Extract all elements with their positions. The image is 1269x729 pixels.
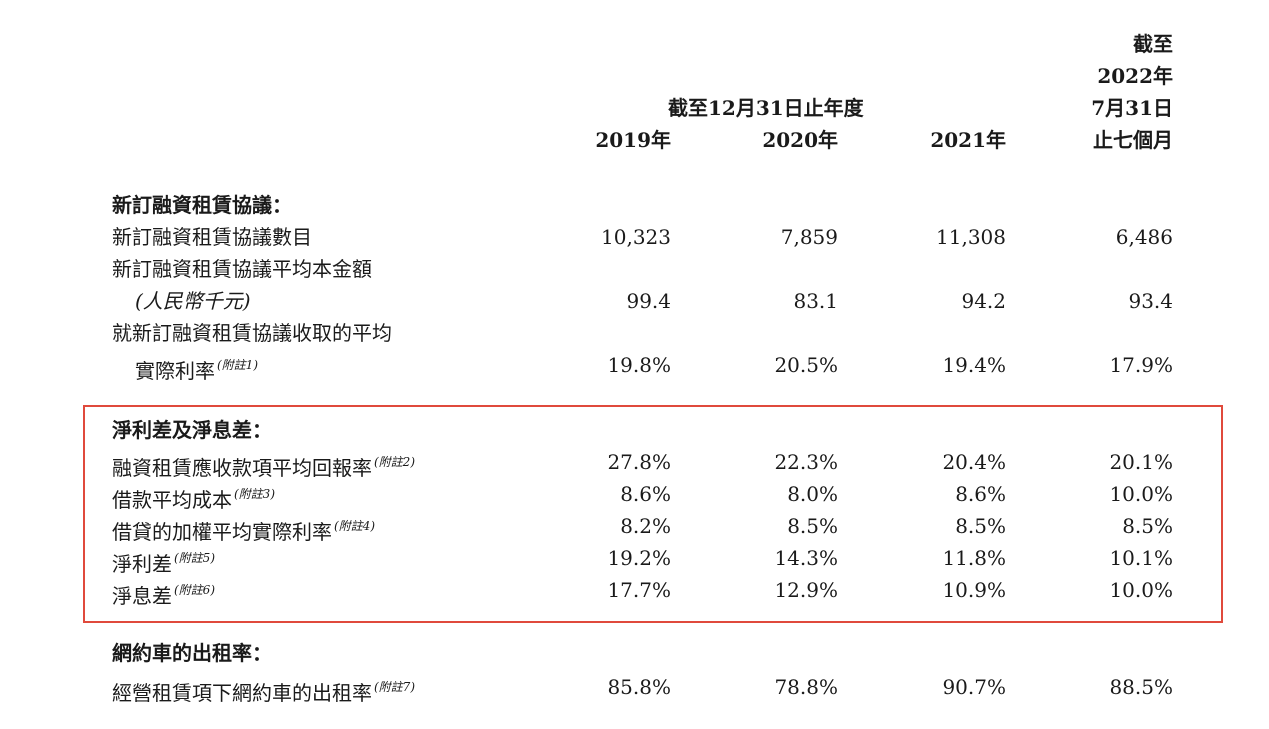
cell-2022: 8.5% xyxy=(1122,514,1173,538)
footnote-ref: (附註4) xyxy=(334,519,375,533)
row-label-text: 經營租賃項下網約車的出租率 xyxy=(112,681,372,705)
section-title-occupancy: 網約車的出租率： xyxy=(112,641,272,665)
section-title-margins: 淨利差及淨息差： xyxy=(112,418,272,442)
header-group-label: 截至12月31日止年度 xyxy=(668,96,864,120)
cell-2021: 19.4% xyxy=(942,353,1006,377)
footnote-ref: (附註6) xyxy=(174,583,215,597)
cell-2020: 8.0% xyxy=(787,482,838,506)
row-label: 新訂融資租賃協議數目 xyxy=(112,225,312,249)
row-label: 借款平均成本 (附註3) xyxy=(112,482,275,512)
cell-2019: 85.8% xyxy=(607,675,671,699)
header-last-col-line-2: 2022年 xyxy=(1097,64,1173,88)
header-last-col-line-1: 截至 xyxy=(1133,32,1173,56)
cell-2022: 10.0% xyxy=(1109,578,1173,602)
cell-2022: 6,486 xyxy=(1115,225,1173,249)
cell-2022: 88.5% xyxy=(1109,675,1173,699)
row-label-text: 實際利率 xyxy=(135,359,215,383)
cell-2020: 8.5% xyxy=(787,514,838,538)
highlight-box xyxy=(83,405,1223,623)
cell-2019: 10,323 xyxy=(601,225,671,249)
cell-2022: 10.0% xyxy=(1109,482,1173,506)
cell-2021: 11.8% xyxy=(942,546,1006,570)
footnote-ref: (附註7) xyxy=(374,680,415,694)
cell-2019: 99.4 xyxy=(626,289,671,313)
header-year-2021: 2021年 xyxy=(930,128,1006,152)
cell-2020: 78.8% xyxy=(774,675,838,699)
row-label-text: 融資租賃應收款項平均回報率 xyxy=(112,456,372,480)
cell-2020: 22.3% xyxy=(774,450,838,474)
row-label-cont: 實際利率 (附註1) xyxy=(135,353,258,383)
header-last-col-line-3: 7月31日 xyxy=(1091,96,1173,120)
cell-2021: 8.5% xyxy=(955,514,1006,538)
row-label: 淨利差 (附註5) xyxy=(112,546,215,576)
cell-2020: 83.1 xyxy=(793,289,838,313)
footnote-ref: (附註3) xyxy=(234,487,275,501)
cell-2019: 8.2% xyxy=(620,514,671,538)
header-year-2019: 2019年 xyxy=(595,128,671,152)
cell-2019: 27.8% xyxy=(607,450,671,474)
cell-2020: 12.9% xyxy=(774,578,838,602)
row-label-text: 淨息差 xyxy=(112,584,172,608)
cell-2022: 10.1% xyxy=(1109,546,1173,570)
cell-2021: 10.9% xyxy=(942,578,1006,602)
footnote-ref: (附註5) xyxy=(174,551,215,565)
row-label-text: 借款平均成本 xyxy=(112,488,232,512)
cell-2019: 19.2% xyxy=(607,546,671,570)
cell-2021: 90.7% xyxy=(942,675,1006,699)
cell-2019: 8.6% xyxy=(620,482,671,506)
row-label: 就新訂融資租賃協議收取的平均 xyxy=(112,321,392,345)
row-label-text: 淨利差 xyxy=(112,552,172,576)
cell-2022: 17.9% xyxy=(1109,353,1173,377)
header-year-2020: 2020年 xyxy=(762,128,838,152)
cell-2020: 7,859 xyxy=(780,225,838,249)
cell-2019: 17.7% xyxy=(607,578,671,602)
row-label: 淨息差 (附註6) xyxy=(112,578,215,608)
cell-2021: 94.2 xyxy=(961,289,1006,313)
row-label-text: 借貸的加權平均實際利率 xyxy=(112,520,332,544)
cell-2022: 93.4 xyxy=(1128,289,1173,313)
row-label: 借貸的加權平均實際利率 (附註4) xyxy=(112,514,375,544)
cell-2019: 19.8% xyxy=(607,353,671,377)
header-last-col-line-4: 止七個月 xyxy=(1093,128,1173,152)
footnote-ref: (附註1) xyxy=(217,358,258,372)
cell-2020: 20.5% xyxy=(774,353,838,377)
footnote-ref: (附註2) xyxy=(374,455,415,469)
cell-2020: 14.3% xyxy=(774,546,838,570)
row-label: 經營租賃項下網約車的出租率 (附註7) xyxy=(112,675,415,705)
row-label: 融資租賃應收款項平均回報率 (附註2) xyxy=(112,450,415,480)
cell-2022: 20.1% xyxy=(1109,450,1173,474)
cell-2021: 20.4% xyxy=(942,450,1006,474)
cell-2021: 11,308 xyxy=(936,225,1006,249)
row-label: 新訂融資租賃協議平均本金額 xyxy=(112,257,372,281)
cell-2021: 8.6% xyxy=(955,482,1006,506)
row-label-unit: (人民幣千元) xyxy=(135,289,251,313)
section-title-new-leases: 新訂融資租賃協議： xyxy=(112,193,292,217)
